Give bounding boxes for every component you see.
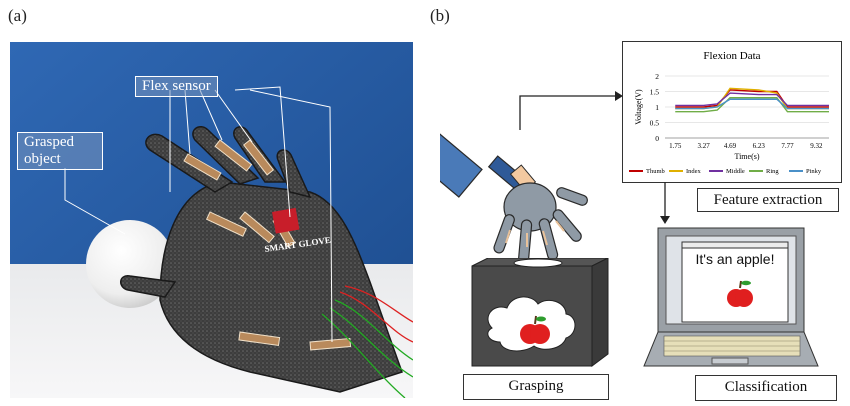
grasping-box-illustration (462, 257, 614, 370)
chart-x-tick-label: 3.27 (697, 142, 710, 150)
hand-sensors (505, 220, 565, 247)
chart-x-tick-label: 7.77 (781, 142, 794, 150)
arrow-to-chart (519, 91, 623, 130)
grasped-object-callout: Grasped object (17, 132, 103, 170)
feature-extraction-caption: Feature extraction (697, 188, 839, 212)
chart-legend-label-index: Index (686, 168, 702, 175)
flex-sensors (183, 139, 352, 351)
chart-series-line-thumb (675, 89, 829, 108)
chart-y-axis-label: Voltage(V) (634, 89, 643, 125)
grasping-caption: Grasping (463, 374, 609, 400)
chart-y-tick-label: 1 (655, 103, 659, 112)
chart-y-tick-label: 2 (655, 72, 659, 81)
flexion-chart: Flexion Data 0 0.5 1 1.5 2 1.75 3.27 4.69 6.23 7.7… (622, 41, 842, 183)
thought-cloud (487, 296, 576, 352)
callout-leader-lines (64, 86, 333, 343)
chart-y-tick-label: 0.5 (650, 119, 660, 128)
laptop-illustration (634, 226, 820, 372)
chart-x-tick-label: 6.23 (753, 142, 766, 150)
panel-a-label: (a) (8, 6, 27, 25)
gray-glove-hand (493, 182, 588, 265)
box-opening (513, 258, 563, 268)
arm (386, 108, 527, 198)
chart-y-tick-label: 0 (655, 134, 659, 143)
panel-b-label: (b) (430, 6, 450, 25)
chart-legend-label-pinky: Pinky (806, 168, 822, 175)
glove-logo-patch (272, 207, 300, 234)
chart-legend-label-thumb: Thumb (646, 168, 665, 175)
apple-message: It's an apple! (695, 251, 775, 267)
chart-legend-label-middle: Middle (726, 168, 745, 175)
arrow-to-classifier (660, 182, 670, 224)
chart-y-tick-label: 1.5 (650, 88, 660, 97)
grasped-object-callout-line1: Grasped (24, 134, 74, 150)
chart-title: Flexion Data (703, 50, 760, 62)
grasped-object-callout-line2: object (24, 151, 61, 167)
chart-x-tick-label: 4.69 (724, 142, 737, 150)
chart-x-tick-label: 1.75 (669, 142, 682, 150)
chart-series-line-middle (675, 92, 829, 107)
flex-sensor-callout: Flex sensor (135, 76, 218, 97)
chart-series-line-pinky (675, 98, 829, 110)
classification-caption: Classification (695, 375, 837, 401)
chart-series-line-ring (675, 97, 829, 113)
chart-legend-label-ring: Ring (766, 168, 779, 175)
chart-x-axis-label: Time(s) (734, 152, 759, 161)
glove-photo: SMART GLOVE (10, 42, 414, 399)
chart-x-tick-label: 9.32 (810, 142, 823, 150)
